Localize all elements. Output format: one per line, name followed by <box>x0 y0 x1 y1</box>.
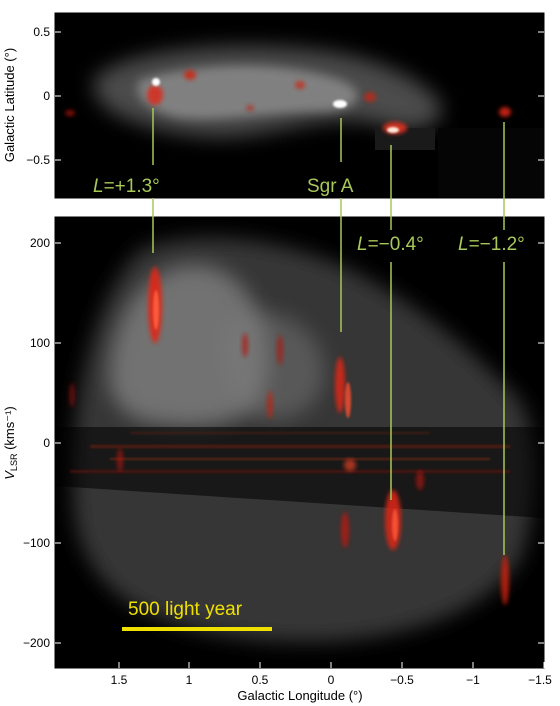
dark-patch <box>375 128 435 150</box>
latitude-map-ticks <box>55 31 544 161</box>
lon-tick-1: 1 <box>186 673 193 687</box>
label-l-minus12: L=−1.2° <box>458 234 525 255</box>
vel-axis-subscript: LSR <box>9 453 19 471</box>
vel-axis-symbol: V <box>2 470 17 480</box>
vel-tick-100: 100 <box>30 336 50 350</box>
lon-tick-0.5: 0.5 <box>252 673 269 687</box>
scale-bar-label: 500 light year <box>128 599 243 620</box>
vel-tick-minus-100: −100 <box>23 536 50 550</box>
velocity-map-image <box>55 237 544 642</box>
latitude-map-panel: 0.5 0 −0.5 Galactic Latitude (°) <box>2 12 545 199</box>
label-l-plus13: L=+1.3° <box>93 176 160 197</box>
velocity-map-panel: 200 100 0 −100 −200 1.5 1 0.5 0 −0.5 −1 … <box>2 216 552 703</box>
label-l-minus04: L=−0.4° <box>357 234 424 255</box>
lat-tick-0.5: 0.5 <box>33 25 50 39</box>
lon-tick-1.5: 1.5 <box>111 673 128 687</box>
lon-tick-minus-0.5: −0.5 <box>390 673 414 687</box>
lat-axis-title: Galactic Latitude (°) <box>2 48 17 162</box>
velocity-map-ticks <box>55 242 545 668</box>
lon-tick-0: 0 <box>328 673 335 687</box>
vel-tick-0: 0 <box>43 436 50 450</box>
annotation-leaders <box>152 108 505 555</box>
foreground-streaks <box>70 432 510 473</box>
bright-cores <box>152 78 399 133</box>
latitude-map-image <box>65 46 544 198</box>
lon-axis-title: Galactic Longitude (°) <box>237 688 362 703</box>
vel-tick-minus-200: −200 <box>23 636 50 650</box>
lon-tick-minus-1.5: −1.5 <box>528 673 552 687</box>
lon-tick-minus-1: −1 <box>466 673 480 687</box>
vel-axis-title: VLSR (kms⁻¹) <box>2 406 19 479</box>
scale-bar-line <box>122 627 272 631</box>
label-sgr-a: Sgr A <box>307 176 354 197</box>
dark-patch-2 <box>438 128 544 198</box>
red-velocity-features <box>69 267 509 605</box>
red-emission-clumps <box>65 70 511 134</box>
vel-axis-unit: (kms⁻¹) <box>2 406 17 453</box>
lat-tick-minus-0.5: −0.5 <box>26 153 50 167</box>
latitude-map-frame <box>54 12 545 199</box>
scale-bar: 500 light year <box>122 599 272 631</box>
lat-tick-0: 0 <box>43 89 50 103</box>
vel-tick-200: 200 <box>30 236 50 250</box>
